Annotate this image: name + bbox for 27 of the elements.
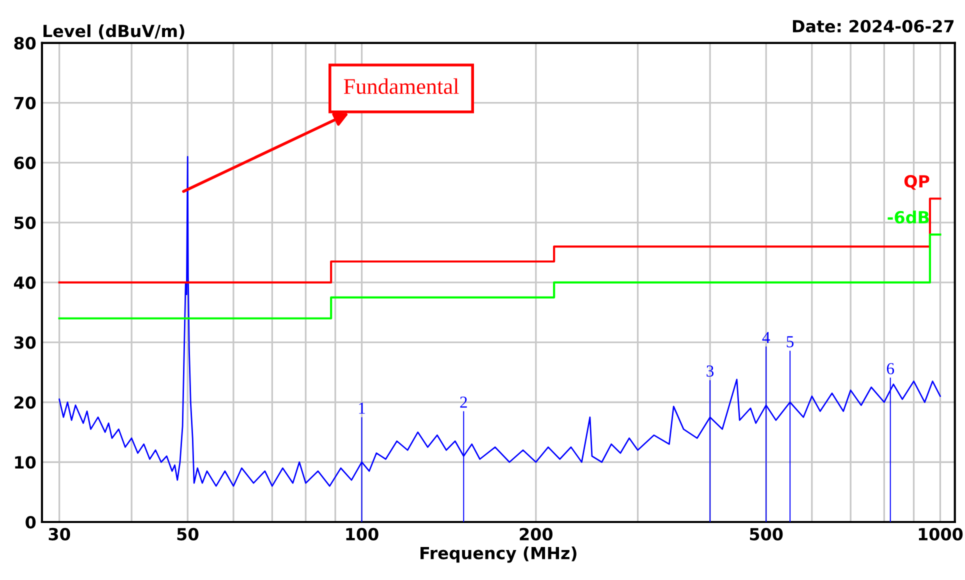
x-tick-label: 500	[750, 528, 783, 540]
x-tick-label: 30	[48, 528, 70, 540]
x-tick-label: 100	[346, 528, 378, 540]
y-tick-label: 70	[14, 96, 36, 110]
x-tick-label: 200	[520, 528, 553, 540]
y-tick-label: 10	[15, 456, 36, 469]
text: Date: 2024-06-27	[792, 20, 954, 33]
series-label: QP	[904, 175, 930, 190]
y-tick-label: 30	[14, 336, 36, 349]
annotation: 2	[460, 396, 467, 408]
x-tick-label: 1000	[918, 528, 963, 540]
annotation: 3	[706, 365, 714, 377]
y-tick-label: 0	[26, 516, 36, 529]
y-tick-label: 80	[14, 36, 36, 50]
series-label: -6dB	[888, 210, 929, 224]
annotation: 1	[359, 402, 365, 414]
y-tick-label: 20	[14, 396, 36, 409]
y-axis-title: Level (dBuV/m)	[44, 24, 184, 40]
y-tick-label: 60	[14, 156, 36, 170]
y-tick-label: 50	[14, 216, 36, 230]
x-tick-label: 50	[177, 528, 198, 540]
annotation: 4	[762, 332, 770, 343]
annotation: 6	[886, 363, 894, 374]
annotation: 5	[786, 336, 794, 348]
x-axis-title: Frequency (MHz)	[420, 546, 576, 563]
y-tick-label: 40	[14, 276, 36, 290]
annotation: Fundamental	[344, 78, 459, 94]
